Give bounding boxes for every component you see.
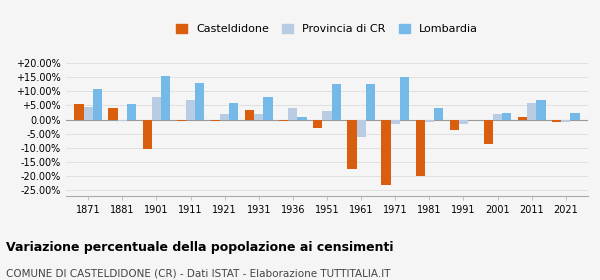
- Bar: [332, 84, 341, 120]
- Bar: [527, 103, 536, 120]
- Bar: [186, 100, 195, 120]
- Bar: [152, 97, 161, 120]
- Bar: [449, 120, 459, 130]
- Bar: [347, 120, 356, 169]
- Bar: [382, 120, 391, 185]
- Bar: [391, 120, 400, 124]
- Bar: [245, 110, 254, 120]
- Text: COMUNE DI CASTELDIDONE (CR) - Dati ISTAT - Elaborazione TUTTITALIA.IT: COMUNE DI CASTELDIDONE (CR) - Dati ISTAT…: [6, 269, 391, 279]
- Text: Variazione percentuale della popolazione ai censimenti: Variazione percentuale della popolazione…: [6, 241, 394, 254]
- Bar: [118, 120, 127, 121]
- Bar: [93, 88, 102, 120]
- Bar: [74, 104, 83, 120]
- Bar: [493, 114, 502, 120]
- Bar: [263, 97, 272, 120]
- Bar: [83, 107, 93, 120]
- Bar: [425, 120, 434, 122]
- Bar: [536, 100, 545, 120]
- Bar: [366, 84, 375, 120]
- Bar: [220, 114, 229, 120]
- Bar: [571, 113, 580, 120]
- Bar: [552, 120, 561, 122]
- Bar: [322, 111, 332, 120]
- Bar: [229, 103, 238, 120]
- Bar: [356, 120, 366, 137]
- Bar: [459, 120, 468, 124]
- Bar: [313, 120, 322, 128]
- Bar: [484, 120, 493, 144]
- Bar: [298, 117, 307, 120]
- Bar: [288, 108, 298, 120]
- Bar: [254, 114, 263, 120]
- Bar: [161, 76, 170, 120]
- Bar: [279, 120, 288, 121]
- Bar: [127, 104, 136, 120]
- Bar: [518, 117, 527, 120]
- Bar: [416, 120, 425, 176]
- Bar: [561, 120, 571, 122]
- Bar: [177, 120, 186, 121]
- Bar: [195, 83, 205, 120]
- Bar: [502, 113, 511, 120]
- Bar: [211, 120, 220, 121]
- Bar: [109, 108, 118, 120]
- Bar: [143, 120, 152, 149]
- Bar: [400, 77, 409, 120]
- Bar: [434, 108, 443, 120]
- Legend: Casteldidone, Provincia di CR, Lombardia: Casteldidone, Provincia di CR, Lombardia: [172, 20, 482, 39]
